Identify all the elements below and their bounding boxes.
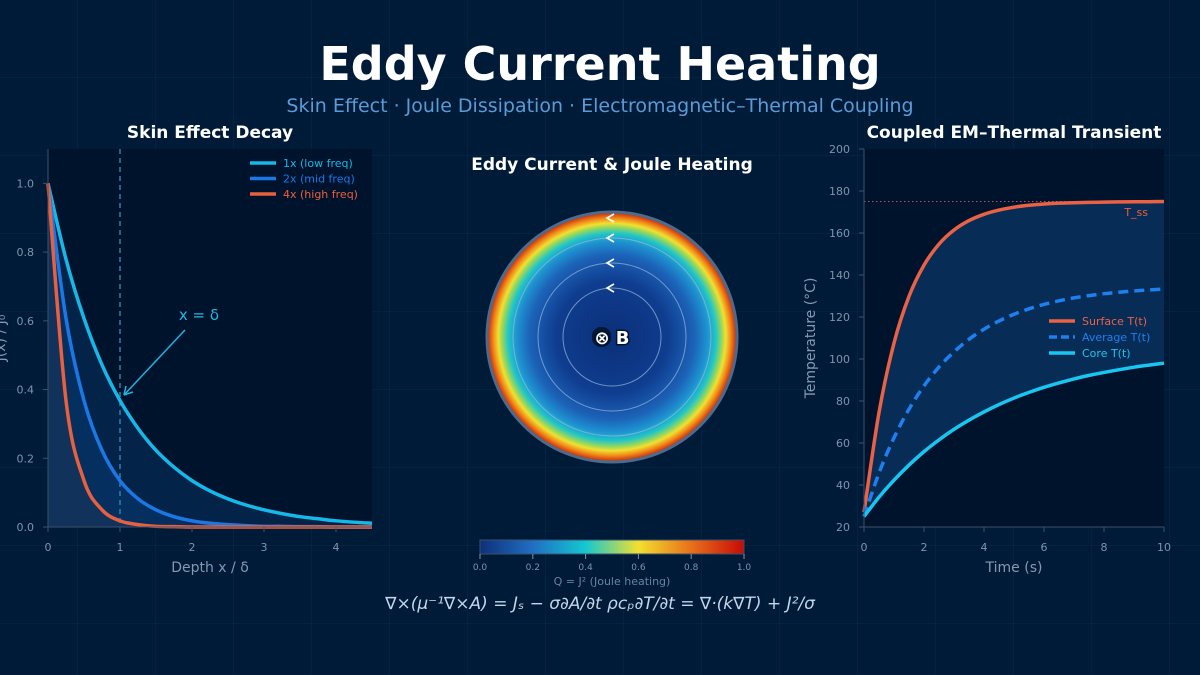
series-line-core [862,361,1165,518]
annotation-arrow [123,329,186,396]
y-tick-label: 120 [829,311,850,324]
x-tick-label: 4 [981,541,988,554]
skin-effect-chart: Skin Effect Decay x = δ 0 1 2 3 4 0.0 0.2 0.4 0.… [0,123,373,576]
x-tick-label: 1 [117,541,124,554]
y-tick-label: 20 [836,521,850,534]
colorbar-tick-label: 1.0 [737,563,752,573]
annotation-label: x = δ [179,306,219,324]
thermal-transient-chart: Coupled EM–Thermal Transient T_ss 0 2 4 6 8 1… [803,123,1171,576]
y-tick-label: 160 [829,227,850,240]
area-fill-1 [48,183,372,527]
y-tick-label: 140 [829,269,850,282]
y-tick-label: 40 [836,479,850,492]
y-tick-label: 180 [829,185,850,198]
current-loop [512,237,712,437]
y-tick-label: 100 [829,353,850,366]
series-line-surface [862,199,1165,513]
x-tick-label: 4 [333,541,340,554]
colorbar-tick-label: 0.2 [526,563,540,573]
x-tick-label: 2 [921,541,928,554]
current-direction-arrow-icon [605,283,615,293]
y-tick-label: 80 [836,395,850,408]
colorbar [479,539,745,555]
current-direction-arrow-icon [605,258,615,268]
colorbar-tick-label: 0.4 [578,563,593,573]
y-tick-label: 60 [836,437,850,450]
y-tick-label: 1.0 [17,177,35,190]
legend-label: 4x (high freq) [283,188,358,201]
y-tick-label: 0.8 [17,246,35,259]
arrow-head-icon [123,385,134,396]
area-fill-3 [48,183,372,528]
x-tick-label: 0 [861,541,868,554]
label-backdrop [592,327,611,347]
governing-equations: ∇×(μ⁻¹∇×A) = Jₛ − σ∂A/∂t ρcₚ∂T/∂t = ∇·(k… [384,594,816,614]
legend-label: Core T(t) [1082,347,1131,360]
x-tick-label: 2 [189,541,196,554]
colorbar-tick-label: 0.6 [631,563,646,573]
x-axis-label: Time (s) [985,560,1043,576]
series-line-low [46,182,373,525]
eddy-current-panel: Eddy Current & Joule Heating ⊗ B 0.0 0.2 0… [471,155,753,588]
chart-title: Skin Effect Decay [127,123,293,143]
colorbar-tick-label: 0.8 [684,563,699,573]
current-direction-arrow-icon [605,233,615,243]
x-tick-label: 6 [1041,541,1048,554]
series-line-avg [862,287,1165,518]
current-loop [562,287,662,387]
x-tick-label: 3 [261,541,268,554]
legend: 1x (low freq) 2x (mid freq) 4x (high freq) [250,157,358,201]
legend: Surface T(t) Average T(t) Core T(t) [1049,315,1150,360]
x-tick-label: 0 [45,541,52,554]
x-tick-label: 8 [1101,541,1108,554]
page-title: Eddy Current Heating [319,37,880,91]
chart-title: Eddy Current & Joule Heating [471,155,753,175]
y-tick-label: 0.2 [17,452,35,465]
x-tick-label: 10 [1157,541,1171,554]
legend-label: 1x (low freq) [283,157,353,170]
current-loop [537,262,687,412]
magnetic-field-label: ⊗ B [594,328,629,349]
colorbar-tick-label: 0.0 [473,563,488,573]
y-axis-label: J(x) / J₀ [0,314,9,362]
page-subtitle: Skin Effect · Joule Dissipation · Electr… [286,95,913,117]
y-tick-label: 200 [829,143,850,156]
steady-state-label: T_ss [1123,206,1148,219]
legend-label: 2x (mid freq) [283,173,355,186]
y-tick-label: 0.0 [17,521,35,534]
y-tick-label: 0.4 [17,384,35,397]
chart-title: Coupled EM–Thermal Transient [867,123,1162,143]
y-tick-label: 0.6 [17,315,35,328]
legend-label: Surface T(t) [1082,315,1147,328]
legend-label: Average T(t) [1082,331,1150,344]
colorbar-label: Q = J² (Joule heating) [554,575,671,588]
y-axis-label: Temperature (°C) [803,278,819,400]
current-direction-arrow-icon [605,213,615,223]
x-axis-label: Depth x / δ [171,560,249,576]
conductor-disk [485,210,739,464]
